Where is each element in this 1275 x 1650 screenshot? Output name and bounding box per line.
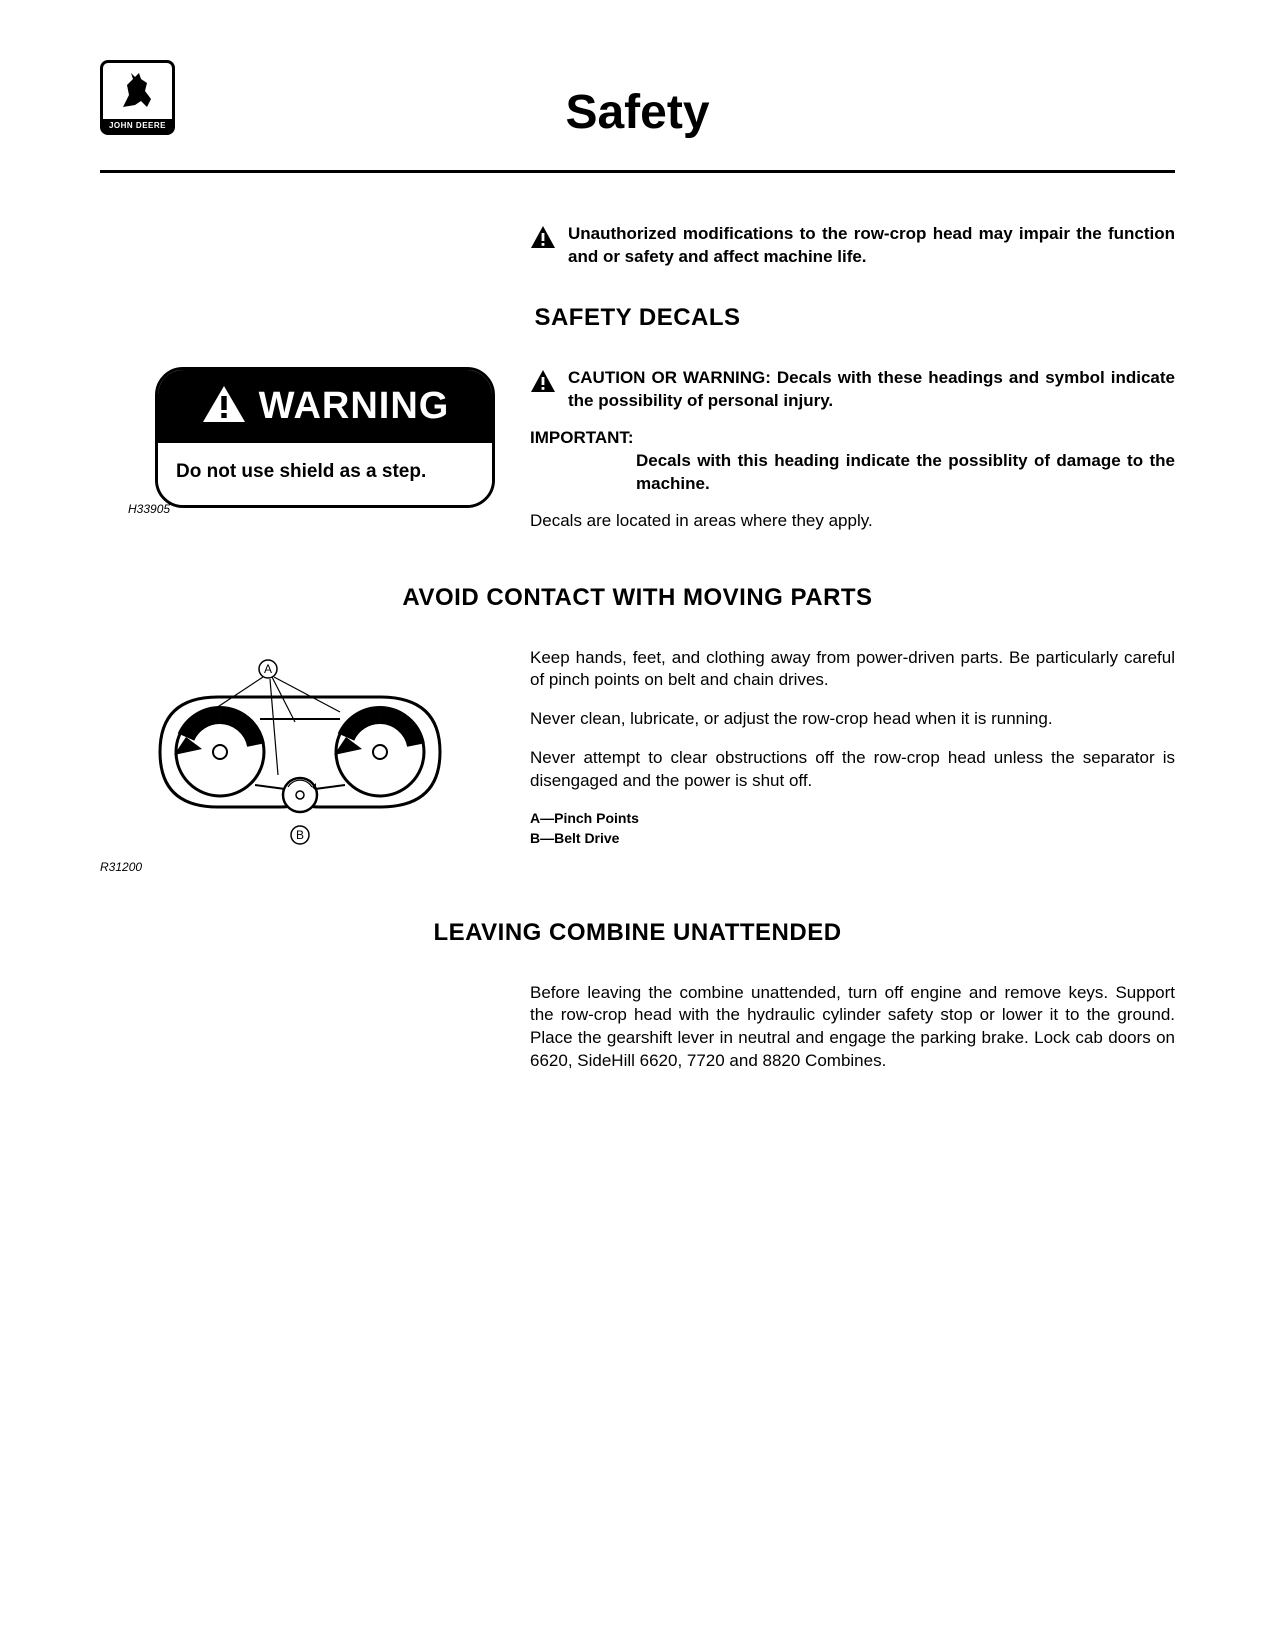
belt-drive-figure: A [140,657,500,852]
page-title: Safety [175,85,1100,140]
caution-note: CAUTION OR WARNING: Decals with these he… [530,367,1175,413]
brand-name: JOHN DEERE [103,119,172,132]
warning-triangle-icon [530,369,556,398]
brand-logo: JOHN DEERE [100,60,175,135]
figure-legend-a: A—Pinch Points [530,809,1175,829]
svg-text:B: B [296,828,304,842]
figure-legend-b: B—Belt Drive [530,829,1175,849]
warning-decal-title: WARNING [259,385,450,428]
warning-decal: WARNING Do not use shield as a step. [155,367,495,508]
moving-parts-p1: Keep hands, feet, and clothing away from… [530,647,1175,693]
moving-parts-heading: AVOID CONTACT WITH MOVING PARTS [100,584,1175,612]
moving-parts-row: A [100,647,1175,874]
svg-text:A: A [264,662,272,676]
warning-triangle-icon [530,225,556,254]
leaving-combine-row: Before leaving the combine unattended, t… [100,982,1175,1090]
leaving-combine-heading: LEAVING COMBINE UNATTENDED [100,919,1175,947]
deer-icon [115,63,161,119]
warning-decal-body: Do not use shield as a step. [158,443,492,505]
caution-note-text: CAUTION OR WARNING: Decals with these he… [568,367,1175,413]
moving-parts-p2: Never clean, lubricate, or adjust the ro… [530,708,1175,731]
modification-warning: Unauthorized modifications to the row-cr… [530,223,1175,269]
leaving-combine-p1: Before leaving the combine unattended, t… [530,982,1175,1074]
page-header: JOHN DEERE Safety [100,60,1175,140]
belt-figure-ref: R31200 [100,860,500,874]
modification-notice-row: Unauthorized modifications to the row-cr… [100,223,1175,269]
decals-located-text: Decals are located in areas where they a… [530,510,1175,533]
warning-triangle-icon [201,384,247,429]
warning-decal-header: WARNING [158,370,492,443]
moving-parts-p3: Never attempt to clear obstructions off … [530,747,1175,793]
modification-warning-text: Unauthorized modifications to the row-cr… [568,223,1175,269]
header-rule [100,170,1175,173]
decal-figure-ref: H33905 [128,502,500,516]
safety-decals-row: WARNING Do not use shield as a step. H33… [100,367,1175,549]
safety-decals-heading: SAFETY DECALS [100,304,1175,332]
important-note: IMPORTANT: Decals with this heading indi… [530,427,1175,496]
